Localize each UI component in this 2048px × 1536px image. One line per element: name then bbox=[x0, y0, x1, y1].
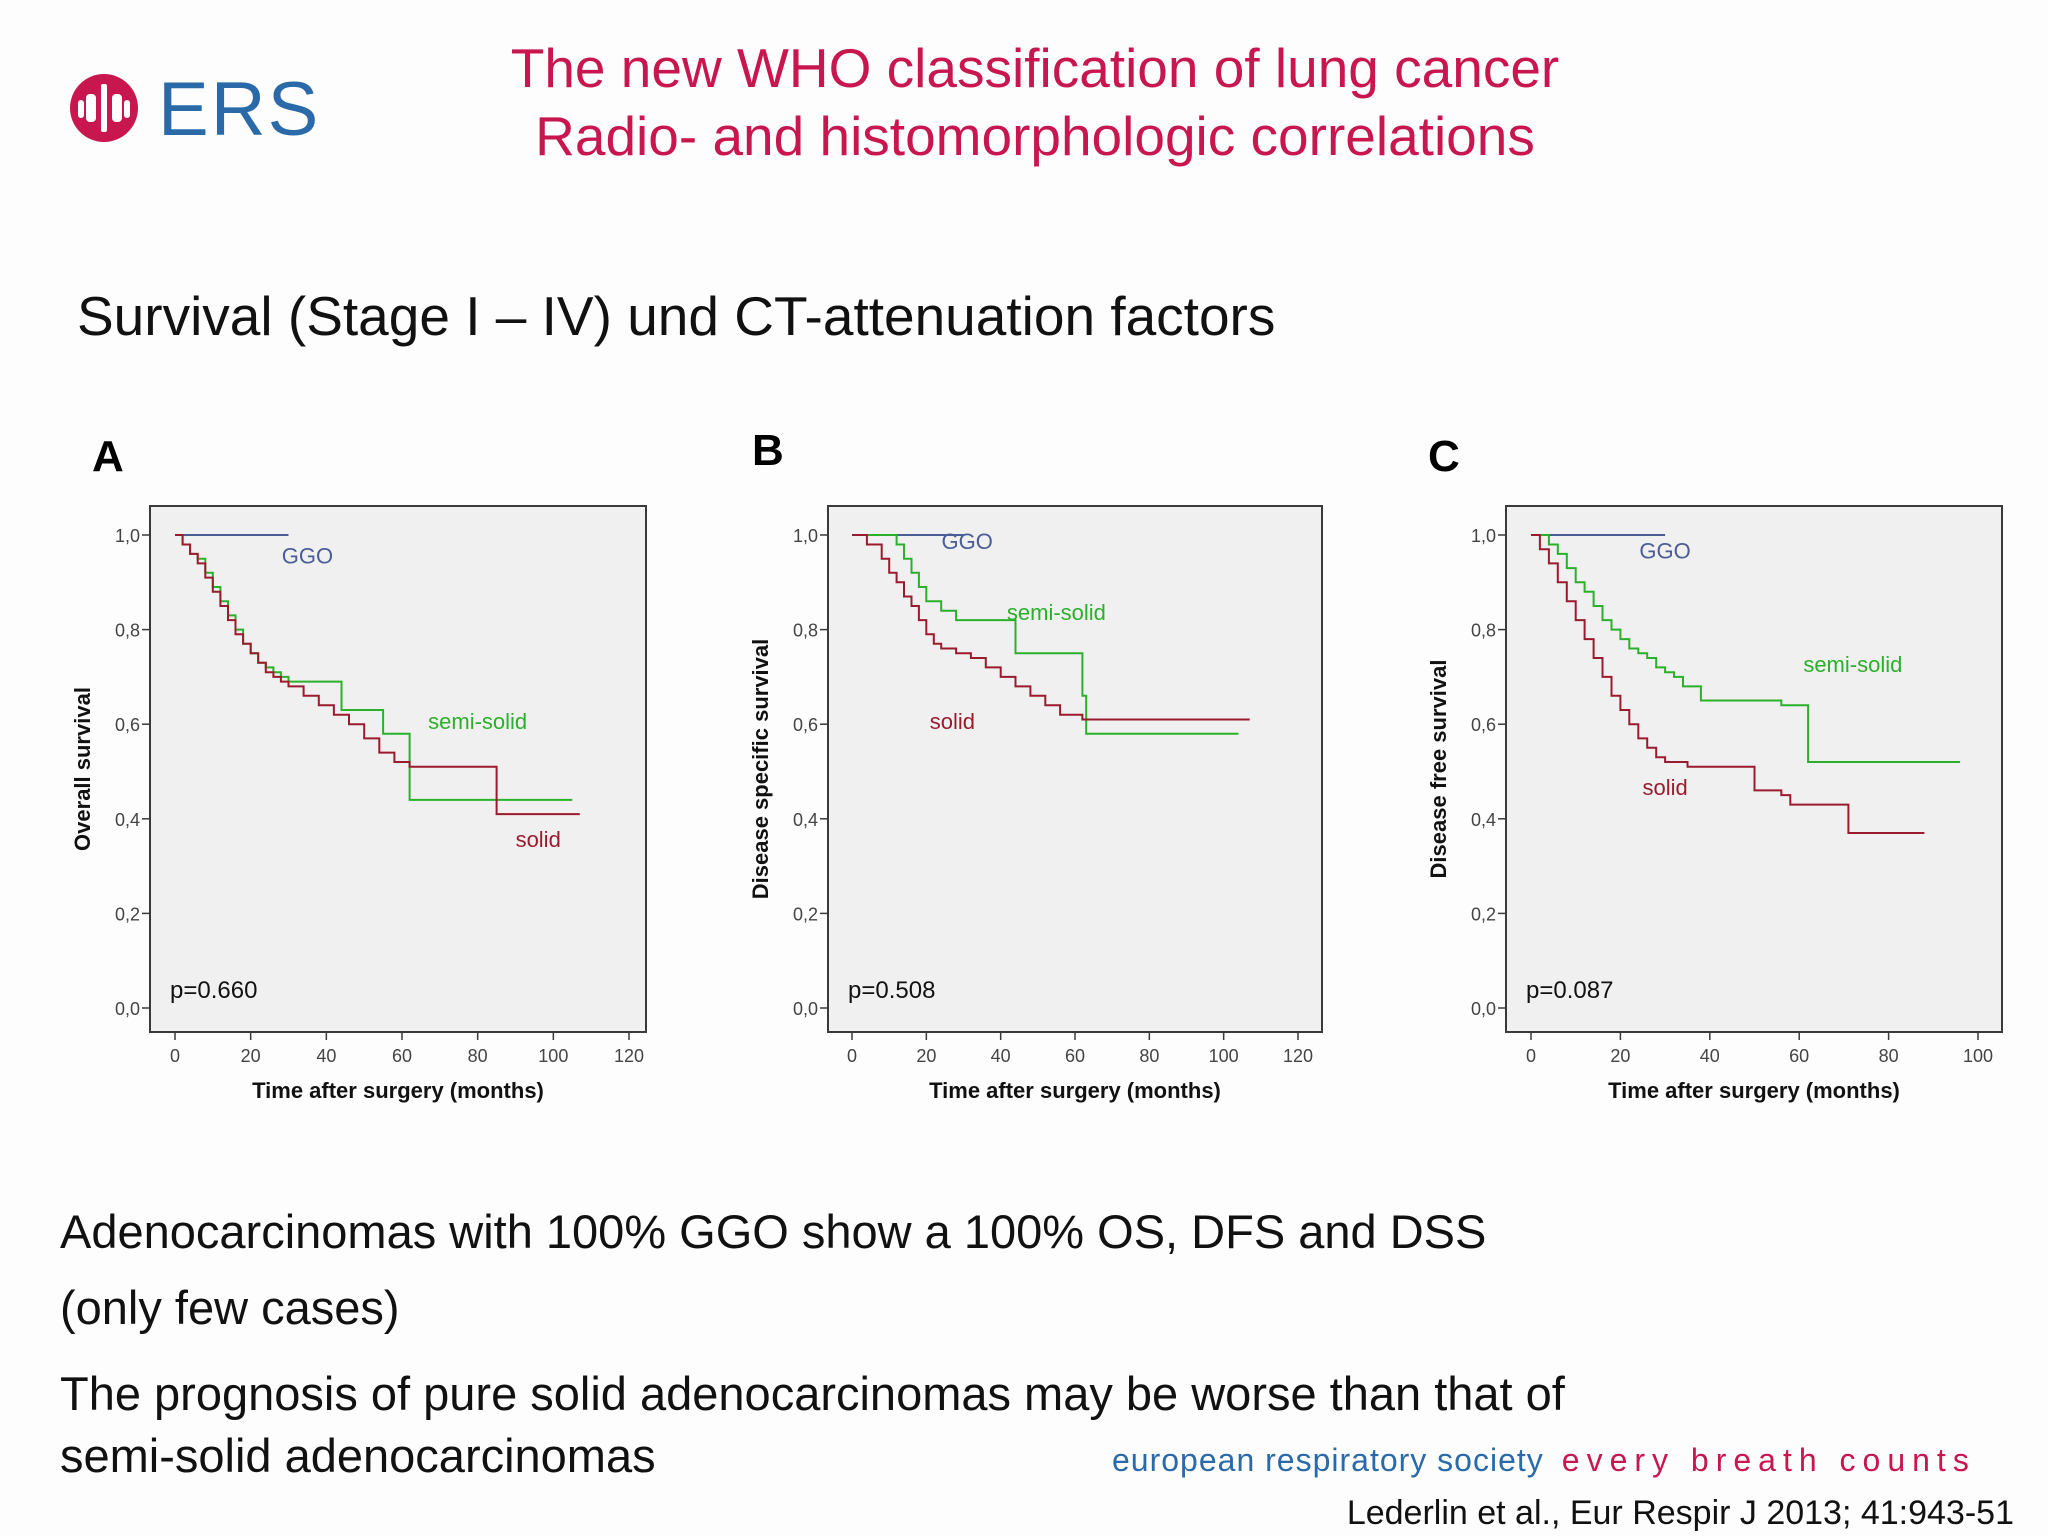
y-tick-label-c: 0,0 bbox=[1471, 999, 1496, 1019]
x-axis-label-c: Time after surgery (months) bbox=[1608, 1078, 1900, 1103]
y-tick-label-a: 0,2 bbox=[115, 904, 140, 924]
series-label-semi-solid-a: semi-solid bbox=[428, 709, 527, 734]
footer-brand: european respiratory society every breath… bbox=[1112, 1442, 1976, 1479]
x-tick-label-a: 20 bbox=[241, 1046, 261, 1066]
x-tick-label-c: 40 bbox=[1700, 1046, 1720, 1066]
series-label-ggo-a: GGO bbox=[282, 543, 333, 568]
p-value-a: p=0.660 bbox=[170, 977, 257, 1004]
x-tick-label-b: 100 bbox=[1209, 1046, 1239, 1066]
y-axis-label-c: Disease free survival bbox=[1426, 660, 1451, 879]
y-tick-label-c: 0,6 bbox=[1471, 715, 1496, 735]
y-tick-label-b: 0,4 bbox=[793, 810, 818, 830]
y-tick-label-b: 0,6 bbox=[793, 715, 818, 735]
series-label-ggo-c: GGO bbox=[1639, 539, 1690, 564]
survival-curve-semi-solid-c bbox=[1531, 534, 1961, 763]
ers-logo-text: ERS bbox=[158, 67, 321, 152]
series-label-semi-solid-b: semi-solid bbox=[1007, 600, 1106, 625]
bullet-1-line-1: Adenocarcinomas with 100% GGO show a 100… bbox=[60, 1205, 1487, 1258]
y-tick-label-a: 1,0 bbox=[115, 526, 140, 546]
panel-label-a: A bbox=[92, 432, 124, 481]
x-axis-label-b: Time after surgery (months) bbox=[929, 1078, 1221, 1103]
x-tick-label-a: 40 bbox=[316, 1046, 336, 1066]
y-tick-label-a: 0,4 bbox=[115, 810, 140, 830]
footer-tagline: every breath counts bbox=[1561, 1442, 1976, 1478]
footer-society: european respiratory society bbox=[1112, 1442, 1544, 1478]
survival-curve-solid-a bbox=[175, 534, 580, 816]
y-tick-label-a: 0,8 bbox=[115, 621, 140, 641]
y-tick-label-b: 1,0 bbox=[793, 526, 818, 546]
panel-label-c: C bbox=[1428, 432, 1460, 481]
citation: Lederlin et al., Eur Respir J 2013; 41:9… bbox=[1346, 1494, 2014, 1532]
y-tick-label-c: 0,8 bbox=[1471, 621, 1496, 641]
y-tick-label-a: 0,0 bbox=[115, 999, 140, 1019]
bullet-2-line-2: semi-solid adenocarcinomas bbox=[60, 1429, 656, 1482]
survival-curve-semi-solid-b bbox=[852, 534, 1239, 735]
slide-title-line2: Radio- and histomorphologic correlations bbox=[535, 105, 1535, 167]
x-tick-label-a: 80 bbox=[468, 1046, 488, 1066]
ers-logo-icon bbox=[70, 74, 138, 142]
x-tick-label-b: 20 bbox=[916, 1046, 936, 1066]
x-tick-label-c: 80 bbox=[1879, 1046, 1899, 1066]
x-tick-label-a: 0 bbox=[170, 1046, 180, 1066]
series-label-ggo-b: GGO bbox=[942, 529, 993, 554]
y-axis-label-a: Overall survival bbox=[70, 687, 95, 851]
y-tick-label-b: 0,8 bbox=[793, 621, 818, 641]
survival-charts: 0,0 0,2 0,4 0,6 0,8 1,0 0 20 40 60 80 100 120 Time af… bbox=[70, 505, 2003, 1103]
y-axis-label-b: Disease specific survival bbox=[748, 639, 773, 900]
bullet-1-line-2: (only few cases) bbox=[60, 1281, 400, 1334]
series-label-solid-b: solid bbox=[930, 709, 975, 734]
x-tick-label-a: 60 bbox=[392, 1046, 412, 1066]
series-label-semi-solid-c: semi-solid bbox=[1803, 652, 1902, 677]
y-tick-label-b: 0,0 bbox=[793, 999, 818, 1019]
bullet-2-line-1: The prognosis of pure solid adenocarcino… bbox=[60, 1367, 1565, 1420]
series-label-solid-c: solid bbox=[1642, 775, 1687, 800]
x-tick-label-b: 120 bbox=[1283, 1046, 1313, 1066]
series-label-solid-a: solid bbox=[516, 827, 561, 852]
panel-label-b: B bbox=[752, 426, 784, 475]
x-tick-label-c: 60 bbox=[1789, 1046, 1809, 1066]
slide-title-line1: The new WHO classification of lung cance… bbox=[510, 37, 1560, 99]
p-value-b: p=0.508 bbox=[848, 977, 935, 1004]
x-tick-label-b: 60 bbox=[1065, 1046, 1085, 1066]
x-tick-label-b: 40 bbox=[991, 1046, 1011, 1066]
x-tick-label-c: 100 bbox=[1963, 1046, 1993, 1066]
x-tick-label-c: 20 bbox=[1610, 1046, 1630, 1066]
plot-frame-b bbox=[827, 505, 1323, 1033]
survival-curve-solid-c bbox=[1531, 534, 1925, 834]
x-tick-label-b: 0 bbox=[847, 1046, 857, 1066]
x-tick-label-b: 80 bbox=[1139, 1046, 1159, 1066]
y-tick-label-b: 0,2 bbox=[793, 904, 818, 924]
p-value-c: p=0.087 bbox=[1526, 977, 1613, 1004]
y-tick-label-c: 0,2 bbox=[1471, 904, 1496, 924]
y-tick-label-a: 0,6 bbox=[115, 715, 140, 735]
x-tick-label-a: 120 bbox=[614, 1046, 644, 1066]
slide-subtitle: Survival (Stage I – IV) und CT-attenuati… bbox=[77, 285, 1276, 347]
x-tick-label-c: 0 bbox=[1526, 1046, 1536, 1066]
y-tick-label-c: 1,0 bbox=[1471, 526, 1496, 546]
plot-frame-a bbox=[149, 505, 647, 1033]
x-axis-label-a: Time after surgery (months) bbox=[252, 1078, 544, 1103]
survival-curve-solid-b bbox=[852, 534, 1250, 721]
x-tick-label-a: 100 bbox=[538, 1046, 568, 1066]
y-tick-label-c: 0,4 bbox=[1471, 810, 1496, 830]
